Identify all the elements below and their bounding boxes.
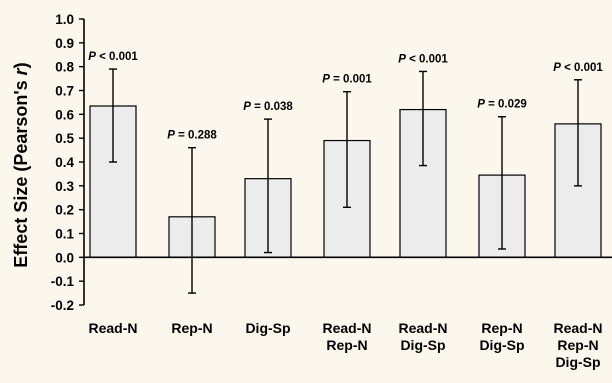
p-value-text: < 0.001 [96,51,138,63]
y-tick-label: 0.7 [55,84,74,99]
p-symbol: P [167,130,175,142]
category-label-line: Rep-N [557,337,598,353]
p-value-label: P = 0.029 [477,99,527,111]
category-label: Read-N Rep-N [322,320,371,353]
y-tick-label: 0.2 [55,203,74,218]
y-axis-title-italic: r [11,67,31,75]
category-label-line: Read-N [398,320,447,336]
y-tick-label: 0.3 [55,179,74,194]
y-tick-label: 0.4 [55,155,74,170]
p-value-text: = 0.288 [175,130,217,142]
y-axis-title: Effect Size (Pearson's r) [11,62,31,267]
p-symbol: P [398,53,406,65]
category-label-line: Rep-N [326,337,367,353]
p-symbol: P [322,74,330,86]
y-axis: 1.0 0.9 0.8 0.7 0.6 0.5 0.4 0.3 0.2 0.1 0.0 -0.1 -0.… [51,12,85,313]
category-label-line: Rep-N [481,320,522,336]
p-value-text: = 0.001 [330,74,372,86]
category-label-line: Rep-N [171,320,212,336]
category-label-line: Dig-Sp [245,320,290,336]
category-label: Read-N Dig-Sp [398,320,447,353]
y-tick-label: 1.0 [55,12,74,27]
category-label: Read-N [88,320,137,336]
category-label: Read-N Rep-N Dig-Sp [553,320,602,370]
category-label-line: Dig-Sp [400,337,445,353]
p-value-label: P = 0.001 [322,74,372,86]
p-value-text: < 0.001 [561,62,603,74]
y-axis-title-close: ) [11,62,31,68]
p-value-label: P < 0.001 [398,53,448,65]
p-value-text: = 0.029 [485,99,527,111]
category-label: Dig-Sp [245,320,290,336]
p-symbol: P [88,51,96,63]
category-label: Rep-N Dig-Sp [479,320,524,353]
y-axis-title-main: Effect Size (Pearson's [11,75,31,267]
y-tick-label: 0.5 [55,131,74,146]
p-value-label: P < 0.001 [553,62,603,74]
category-label-line: Read-N [322,320,371,336]
y-tick-label: 0.0 [55,250,74,265]
y-axis-title-group: Effect Size (Pearson's r) [11,62,31,267]
p-symbol: P [553,62,561,74]
y-tick-label: 0.8 [55,60,74,75]
p-value-label: P < 0.001 [88,51,138,63]
category-label-line: Dig-Sp [555,354,600,370]
y-tick-label: 0.9 [55,36,74,51]
p-value-label: P = 0.288 [167,130,217,142]
p-symbol: P [243,101,251,113]
y-tick-label: 0.6 [55,107,74,122]
p-symbol: P [477,99,485,111]
category-label-line: Read-N [88,320,137,336]
p-value-text: < 0.001 [406,53,448,65]
category-label-line: Read-N [553,320,602,336]
y-tick-label: -0.2 [51,298,74,313]
p-value-label: P = 0.038 [243,101,293,113]
bars-layer [89,105,602,258]
y-tick-label: 0.1 [55,227,74,242]
category-label: Rep-N [171,320,212,336]
error-bars-layer [109,68,582,294]
p-value-text: = 0.038 [251,101,293,113]
category-label-line: Dig-Sp [479,337,524,353]
y-tick-label: -0.1 [51,274,75,289]
